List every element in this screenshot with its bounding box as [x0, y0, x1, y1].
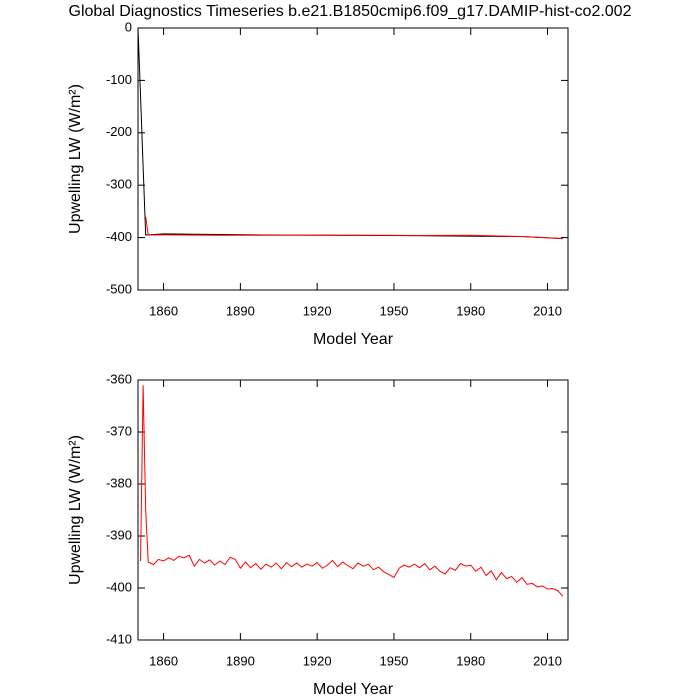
- y-tick-label: 0: [125, 19, 132, 34]
- x-tick-label: 1890: [226, 303, 255, 318]
- y-tick-label: -200: [106, 124, 132, 139]
- x-tick-label: 2010: [533, 653, 562, 668]
- x-tick-label: 1950: [379, 303, 408, 318]
- x-tick-label: 1980: [456, 303, 485, 318]
- y-axis-label: Upwelling LW (W/m²): [67, 435, 84, 585]
- chart-title: Global Diagnostics Timeseries b.e21.B185…: [69, 3, 632, 20]
- y-tick-label: -410: [106, 631, 132, 646]
- y-tick-label: -370: [106, 423, 132, 438]
- y-tick-label: -400: [106, 579, 132, 594]
- y-axis-label: Upwelling LW (W/m²): [67, 84, 84, 234]
- plot-frame: [137, 27, 569, 291]
- plot-frame: [137, 379, 569, 641]
- x-tick-label: 1860: [149, 653, 178, 668]
- data-line: [137, 27, 563, 240]
- data-line: [140, 385, 564, 597]
- y-tick-label: -100: [106, 72, 132, 87]
- x-tick-label: 1950: [379, 653, 408, 668]
- y-tick-label: -360: [106, 371, 132, 386]
- x-tick-label: 2010: [533, 303, 562, 318]
- y-tick-label: -300: [106, 177, 132, 192]
- x-tick-label: 1890: [226, 653, 255, 668]
- x-axis-label: Model Year: [313, 681, 394, 698]
- x-tick-label: 1920: [303, 303, 332, 318]
- x-tick-label: 1920: [303, 653, 332, 668]
- y-tick-label: -500: [106, 281, 132, 296]
- y-tick-label: -400: [106, 229, 132, 244]
- y-tick-label: -380: [106, 475, 132, 490]
- y-tick-label: -390: [106, 527, 132, 542]
- x-axis-label: Model Year: [313, 331, 394, 348]
- x-tick-label: 1860: [149, 303, 178, 318]
- x-tick-label: 1980: [456, 653, 485, 668]
- data-line: [145, 216, 563, 239]
